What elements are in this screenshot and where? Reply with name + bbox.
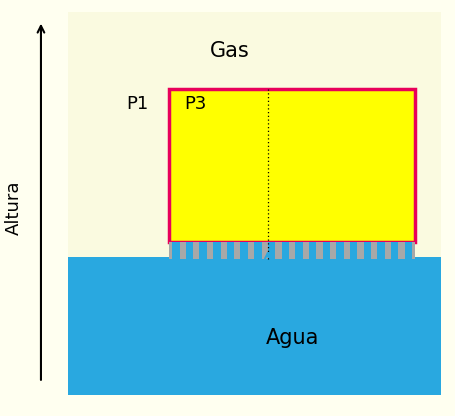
Bar [295, 242, 303, 259]
Bar [404, 242, 412, 259]
Text: P3: P3 [184, 95, 206, 113]
Bar [268, 242, 275, 259]
Bar [364, 242, 371, 259]
Bar [377, 242, 385, 259]
Bar [336, 242, 344, 259]
Bar [169, 89, 415, 242]
Text: P1: P1 [126, 95, 148, 113]
Bar [254, 242, 262, 259]
Bar [199, 242, 207, 259]
Bar [350, 242, 358, 259]
Bar [282, 242, 289, 259]
Text: Agua: Agua [265, 328, 319, 348]
Bar [68, 12, 441, 258]
Bar [240, 242, 248, 259]
Bar [323, 242, 330, 259]
Text: Gas: Gas [210, 41, 250, 61]
Bar [172, 242, 180, 259]
Bar [309, 242, 316, 259]
Bar [391, 242, 399, 259]
Bar [186, 242, 193, 259]
Bar [227, 242, 234, 259]
Bar [169, 242, 415, 259]
Text: Altura: Altura [5, 181, 23, 235]
Bar [213, 242, 221, 259]
Bar [68, 258, 441, 395]
